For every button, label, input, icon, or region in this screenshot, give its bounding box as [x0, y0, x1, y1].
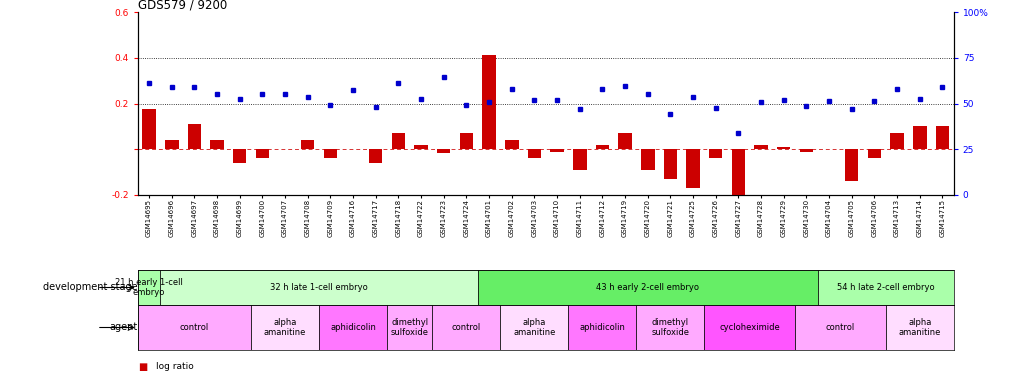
Bar: [549, 149, 564, 152]
Bar: [232, 149, 247, 163]
Bar: [482, 56, 495, 149]
Bar: [160, 270, 477, 305]
Bar: [884, 305, 953, 350]
Bar: [867, 149, 880, 158]
Bar: [890, 133, 903, 149]
Bar: [704, 305, 794, 350]
Text: control: control: [825, 323, 854, 332]
Bar: [138, 305, 251, 350]
Bar: [138, 270, 160, 305]
Text: ■: ■: [138, 362, 147, 372]
Text: 32 h late 1-cell embryo: 32 h late 1-cell embryo: [270, 283, 368, 292]
Text: 21 h early 1-cell
embryо: 21 h early 1-cell embryо: [115, 278, 182, 297]
Bar: [165, 140, 178, 149]
Bar: [187, 124, 201, 149]
Bar: [477, 270, 817, 305]
Text: control: control: [179, 323, 209, 332]
Bar: [210, 140, 223, 149]
Bar: [256, 149, 269, 158]
Bar: [500, 305, 568, 350]
Bar: [912, 126, 925, 149]
Bar: [595, 145, 608, 149]
Bar: [414, 145, 427, 149]
Bar: [708, 149, 721, 158]
Text: alpha
amanitine: alpha amanitine: [264, 318, 306, 337]
Bar: [432, 305, 500, 350]
Bar: [386, 305, 432, 350]
Bar: [301, 140, 314, 149]
Bar: [319, 305, 386, 350]
Bar: [436, 149, 450, 153]
Text: aphidicolin: aphidicolin: [579, 323, 625, 332]
Text: dimethyl
sulfoxide: dimethyl sulfoxide: [390, 318, 428, 337]
Bar: [251, 305, 319, 350]
Bar: [731, 149, 745, 200]
Bar: [618, 133, 631, 149]
Text: alpha
amanitine: alpha amanitine: [513, 318, 555, 337]
Text: 43 h early 2-cell embryo: 43 h early 2-cell embryo: [596, 283, 698, 292]
Text: aphidicolin: aphidicolin: [330, 323, 376, 332]
Bar: [640, 149, 654, 170]
Bar: [817, 270, 953, 305]
Bar: [323, 149, 337, 158]
Text: log ratio: log ratio: [156, 362, 194, 371]
Text: development stage: development stage: [43, 282, 138, 292]
Bar: [391, 133, 405, 149]
Bar: [794, 305, 884, 350]
Text: alpha
amanitine: alpha amanitine: [898, 318, 940, 337]
Text: 54 h late 2-cell embryo: 54 h late 2-cell embryo: [836, 283, 933, 292]
Bar: [369, 149, 382, 163]
Text: control: control: [451, 323, 481, 332]
Bar: [573, 149, 586, 170]
Bar: [142, 109, 156, 149]
Text: agent: agent: [109, 322, 138, 333]
Text: cycloheximide: cycloheximide: [718, 323, 780, 332]
Bar: [934, 126, 949, 149]
Bar: [799, 149, 812, 152]
Bar: [460, 133, 473, 149]
Bar: [504, 140, 518, 149]
Text: dimethyl
sulfoxide: dimethyl sulfoxide: [651, 318, 689, 337]
Text: GDS579 / 9200: GDS579 / 9200: [138, 0, 227, 12]
Bar: [776, 147, 790, 149]
Bar: [527, 149, 541, 158]
Bar: [636, 305, 704, 350]
Bar: [663, 149, 677, 179]
Bar: [753, 145, 767, 149]
Bar: [568, 305, 636, 350]
Bar: [686, 149, 699, 188]
Bar: [844, 149, 858, 181]
